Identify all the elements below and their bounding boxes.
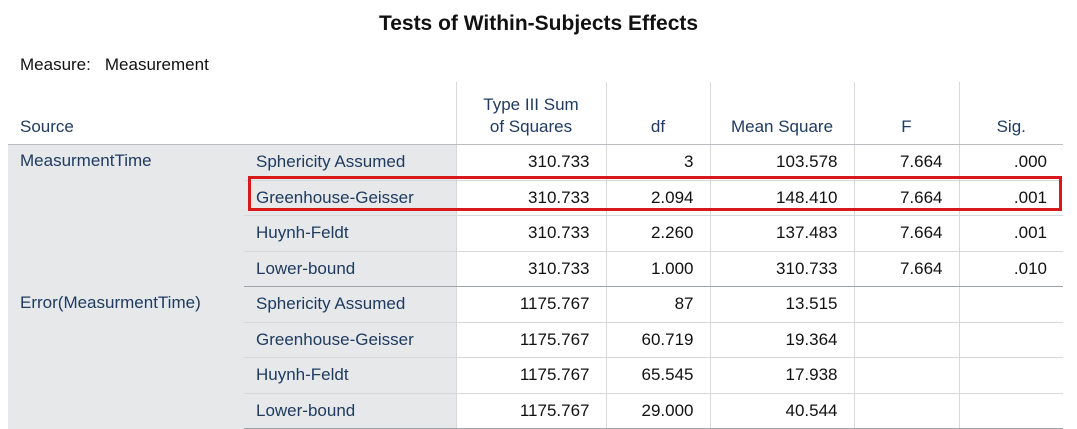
- f-cell: 7.664: [853, 144, 959, 181]
- df-cell: 2.260: [605, 215, 710, 252]
- df-cell: 60.719: [605, 322, 710, 358]
- sig-cell: [958, 393, 1063, 429]
- table-row: Huynh-Feldt 310.733 2.260 137.483 7.664.001: [8, 215, 1063, 252]
- f-cell: [853, 322, 959, 358]
- mean-square-cell: 148.410: [709, 180, 854, 216]
- table-row: Lower-bound 1175.767 29.000 40.544: [8, 393, 1063, 429]
- sum-of-squares-cell: 1175.767: [455, 393, 606, 429]
- mean-square-cell: 17.938: [709, 357, 854, 394]
- mean-square-cell: 103.578: [709, 144, 854, 181]
- table-row: Greenhouse-Geisser 1175.767 60.719 19.364: [8, 322, 1063, 358]
- df-cell: 29.000: [605, 393, 710, 429]
- sum-of-squares-cell: 1175.767: [455, 286, 606, 323]
- header-f: F: [853, 82, 959, 145]
- sum-of-squares-cell: 310.733: [455, 251, 606, 287]
- header-mean-square: Mean Square: [709, 82, 854, 145]
- sig-cell: [958, 357, 1063, 394]
- sig-cell: .001: [958, 180, 1063, 216]
- f-cell: 7.664: [853, 251, 959, 287]
- table-title: Tests of Within-Subjects Effects: [378, 12, 699, 35]
- df-cell: 65.545: [605, 357, 710, 394]
- sum-of-squares-cell: 310.733: [455, 215, 606, 252]
- table-row: Huynh-Feldt 1175.767 65.545 17.938: [8, 357, 1063, 394]
- sig-cell: .010: [958, 251, 1063, 287]
- table-row: Lower-bound 310.733 1.000 310.733 7.664.010: [8, 251, 1063, 287]
- correction-cell: Sphericity Assumed: [244, 144, 456, 181]
- correction-cell: Huynh-Feldt: [244, 215, 456, 252]
- df-cell: 3: [605, 144, 710, 181]
- df-cell: 2.094: [605, 180, 710, 216]
- f-cell: [853, 286, 959, 323]
- measure-value: Measurement: [104, 55, 209, 74]
- mean-square-cell: 310.733: [709, 251, 854, 287]
- table-row: MeasurmentTime Sphericity Assumed 310.733 3…: [8, 144, 1063, 287]
- anova-table: Source Type III Sum of Squares df Mean Sq…: [8, 82, 1063, 429]
- sig-cell: .000: [958, 144, 1063, 181]
- header-df: df: [605, 82, 710, 145]
- mean-square-cell: 13.515: [709, 286, 854, 323]
- measure-line: Measure: Measurement: [20, 55, 209, 75]
- measure-label: Measure:: [20, 55, 91, 74]
- sum-of-squares-cell: 310.733: [455, 144, 606, 181]
- sig-cell: .001: [958, 215, 1063, 252]
- header-sig: Sig.: [958, 82, 1063, 145]
- header-row: Source Type III Sum of Squares df Mean Sq…: [8, 82, 1063, 145]
- mean-square-cell: 19.364: [709, 322, 854, 358]
- correction-cell: Huynh-Feldt: [244, 357, 456, 394]
- sum-of-squares-cell: 1175.767: [455, 357, 606, 394]
- f-cell: [853, 393, 959, 429]
- header-sum-of-squares: Type III Sum of Squares: [455, 82, 606, 145]
- sig-cell: [958, 322, 1063, 358]
- correction-cell: Greenhouse-Geisser: [244, 180, 456, 216]
- source-cell: MeasurmentTime: [8, 144, 244, 287]
- df-cell: 1.000: [605, 251, 710, 287]
- mean-square-cell: 137.483: [709, 215, 854, 252]
- sum-of-squares-cell: 310.733: [455, 180, 606, 216]
- mean-square-cell: 40.544: [709, 393, 854, 429]
- table-row: Error(MeasurmentTime) Sphericity Assumed 1…: [8, 286, 1063, 429]
- header-source: Source: [8, 82, 456, 145]
- f-cell: 7.664: [853, 180, 959, 216]
- df-cell: 87: [605, 286, 710, 323]
- f-cell: [853, 357, 959, 394]
- correction-cell: Lower-bound: [244, 251, 456, 287]
- sig-cell: [958, 286, 1063, 323]
- correction-cell: Sphericity Assumed: [244, 286, 456, 323]
- correction-cell: Greenhouse-Geisser: [244, 322, 456, 358]
- source-cell: Error(MeasurmentTime): [8, 286, 244, 429]
- correction-cell: Lower-bound: [244, 393, 456, 429]
- f-cell: 7.664: [853, 215, 959, 252]
- sum-of-squares-cell: 1175.767: [455, 322, 606, 358]
